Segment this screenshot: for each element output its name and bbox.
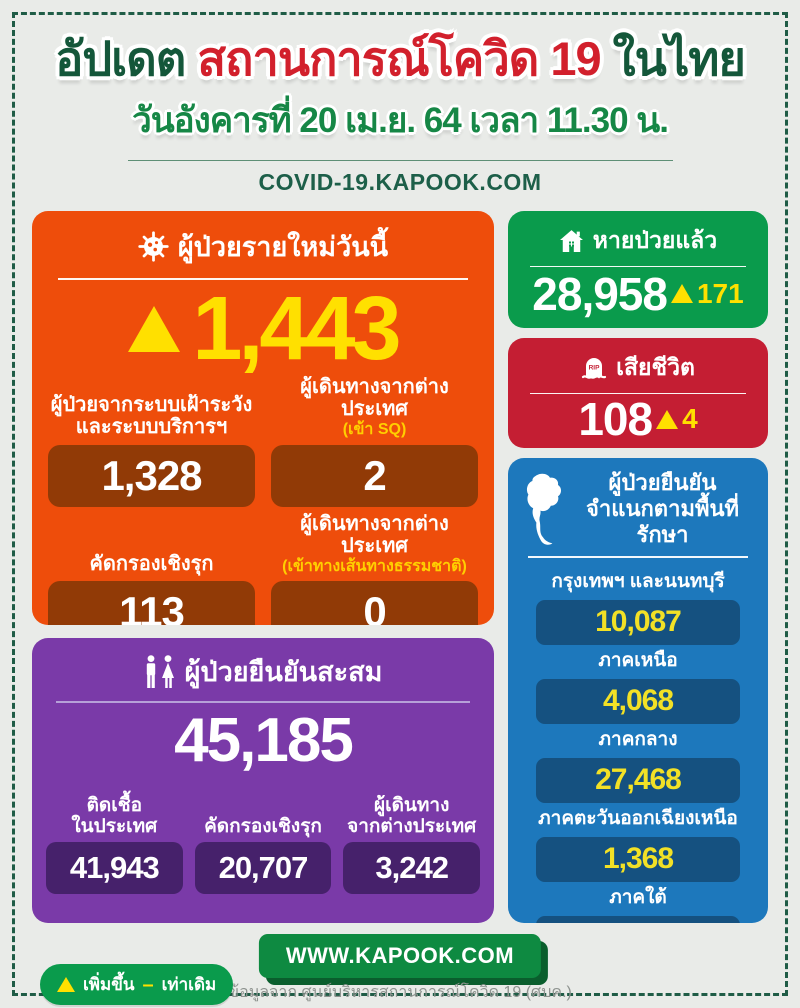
region-value: 27,468 [536, 757, 740, 803]
breakdown-value: 113 [48, 581, 255, 626]
region-value: 4,068 [536, 678, 740, 724]
right-column: หายป่วยแล้ว 28,958 171 RIP เสียชีวิต [508, 211, 768, 924]
recovered-title: หายป่วยแล้ว [592, 227, 718, 254]
region-item: กรุงเทพฯ และนนทบุรี 10,087 [536, 566, 740, 645]
kapook-site-button[interactable]: WWW.KAPOOK.COM [258, 934, 542, 979]
deaths-header: RIP เสียชีวิต [522, 350, 754, 386]
region-label: ภาคตะวันออกเฉียงเหนือ [538, 807, 738, 829]
title-part-red: สถานการณ์โควิด 19 [197, 32, 601, 85]
cumulative-header: ผู้ป่วยยืนยันสะสม [46, 650, 480, 693]
cumulative-title: ผู้ป่วยยืนยันสะสม [184, 657, 383, 688]
deaths-title: เสียชีวิต [616, 354, 695, 381]
region-label: ภาคกลาง [598, 728, 678, 750]
new-cases-title: ผู้ป่วยรายใหม่วันนี้ [177, 232, 389, 263]
recovered-header: หายป่วยแล้ว [522, 223, 754, 259]
divider [58, 278, 468, 281]
region-label: ภาคใต้ [609, 886, 667, 908]
date-line: วันอังคารที่ 20 เม.ย. 64 เวลา 11.30 น. [132, 101, 669, 141]
breakdown-label: ผู้เดินทาง จากต่างประเทศ [347, 794, 477, 837]
legend-up-label: เพิ่มขึ้น [83, 975, 135, 995]
breakdown-value: 41,943 [46, 842, 183, 895]
deaths-value-row: 108 4 [522, 396, 754, 442]
triangle-up-icon [670, 284, 693, 304]
legend-same-label: เท่าเดิม [161, 975, 217, 995]
breakdown-label: คัดกรองเชิงรุก [89, 553, 214, 576]
triangle-up-icon [57, 977, 75, 993]
new-cases-card: ผู้ป่วยรายใหม่วันนี้ 1,443 ผู้ป่วยจากระบ… [32, 211, 494, 626]
divider [530, 266, 746, 268]
breakdown-value: 1,328 [48, 444, 255, 507]
triangle-up-icon [128, 306, 181, 353]
breakdown-label: ผู้เดินทางจากต่างประเทศ (เข้าทางเส้นทางธ… [282, 512, 467, 575]
region-value: 10,087 [536, 599, 740, 645]
data-source-line: ข้อมูลจาก ศูนย์บริหารสถานการณ์โควิด 19 (… [228, 984, 572, 1002]
region-label: ภาคเหนือ [598, 649, 678, 671]
site-url: COVID-19.KAPOOK.COM [258, 169, 542, 196]
regions-header: ผู้ป่วยยืนยัน จำแนกตามพื้นที่รักษา [522, 470, 754, 548]
divider [528, 555, 748, 558]
region-item: ภาคตะวันออกเฉียงเหนือ 1,368 [536, 803, 740, 882]
region-label: กรุงเทพฯ และนนทบุรี [551, 570, 725, 592]
stats-grid: ผู้ป่วยรายใหม่วันนี้ 1,443 ผู้ป่วยจากระบ… [0, 211, 800, 924]
page-title: อัปเดต สถานการณ์โควิด 19 ในไทย [0, 28, 800, 89]
regions-title: ผู้ป่วยยืนยัน จำแนกตามพื้นที่รักษา [586, 470, 739, 547]
home-icon [559, 229, 584, 253]
breakdown-label: ติดเชื้อ ในประเทศ [71, 794, 158, 837]
region-item: ภาคใต้ 2,194 [536, 882, 740, 924]
header: อัปเดต สถานการณ์โควิด 19 ในไทย วันอังคาร… [0, 0, 800, 196]
breakdown-value: 2 [271, 444, 478, 507]
tombstone-rip-icon: RIP [581, 356, 607, 380]
triangle-up-icon [656, 409, 679, 429]
region-value: 2,194 [536, 915, 740, 924]
recovered-delta: 171 [696, 277, 744, 309]
footer: WWW.KAPOOK.COM ข้อมูลจาก ศูนย์บริหารสถาน… [0, 934, 800, 1006]
recovered-value: 28,958 [532, 267, 668, 320]
cumulative-total-value: 45,185 [174, 706, 354, 776]
divider [56, 701, 470, 704]
region-value: 1,368 [536, 836, 740, 882]
title-part-green2: ในไทย [612, 32, 746, 85]
breakdown-value: 20,707 [194, 842, 332, 895]
recovered-value-row: 28,958 171 [522, 269, 754, 318]
deaths-delta: 4 [682, 403, 698, 435]
virus-icon [138, 231, 169, 262]
region-item: ภาคกลาง 27,468 [536, 724, 740, 803]
left-column: ผู้ป่วยรายใหม่วันนี้ 1,443 ผู้ป่วยจากระบ… [32, 211, 494, 924]
legend: เพิ่มขึ้น – เท่าเดิม [40, 964, 234, 1006]
new-cases-total: 1,443 [48, 284, 478, 374]
header-divider [127, 160, 673, 162]
breakdown-label: ผู้เดินทางจากต่างประเทศ (เข้า SQ) [300, 376, 449, 438]
thailand-map-icon [522, 473, 562, 545]
cumulative-card: ผู้ป่วยยืนยันสะสม 45,185 ติดเชื้อ ในประเ… [32, 638, 494, 924]
region-item: ภาคเหนือ 4,068 [536, 645, 740, 724]
regions-card: ผู้ป่วยยืนยัน จำแนกตามพื้นที่รักษา กรุงเ… [508, 458, 768, 924]
title-part-green1: อัปเดต [55, 32, 186, 85]
male-female-icon [144, 654, 176, 689]
new-cases-total-value: 1,443 [192, 279, 401, 380]
legend-dash-icon: – [142, 973, 154, 996]
svg-text:RIP: RIP [589, 365, 601, 372]
new-cases-breakdown: ผู้ป่วยจากระบบเฝ้าระวัง และระบบบริการฯ ผ… [48, 376, 478, 626]
breakdown-value: 3,242 [343, 842, 480, 895]
breakdown-label: ผู้ป่วยจากระบบเฝ้าระวัง และระบบบริการฯ [50, 394, 253, 439]
breakdown-label: คัดกรองเชิงรุก [204, 815, 322, 837]
new-cases-header: ผู้ป่วยรายใหม่วันนี้ [48, 225, 478, 268]
region-list: กรุงเทพฯ และนนทบุรี 10,087 ภาคเหนือ 4,06… [522, 564, 754, 924]
divider [530, 393, 746, 395]
breakdown-value: 0 [271, 581, 478, 626]
deaths-value: 108 [578, 393, 653, 446]
recovered-card: หายป่วยแล้ว 28,958 171 [508, 211, 768, 329]
deaths-card: RIP เสียชีวิต 108 4 [508, 338, 768, 449]
cumulative-breakdown: ติดเชื้อ ในประเทศ คัดกรองเชิงรุก ผู้เดิน… [46, 778, 480, 909]
